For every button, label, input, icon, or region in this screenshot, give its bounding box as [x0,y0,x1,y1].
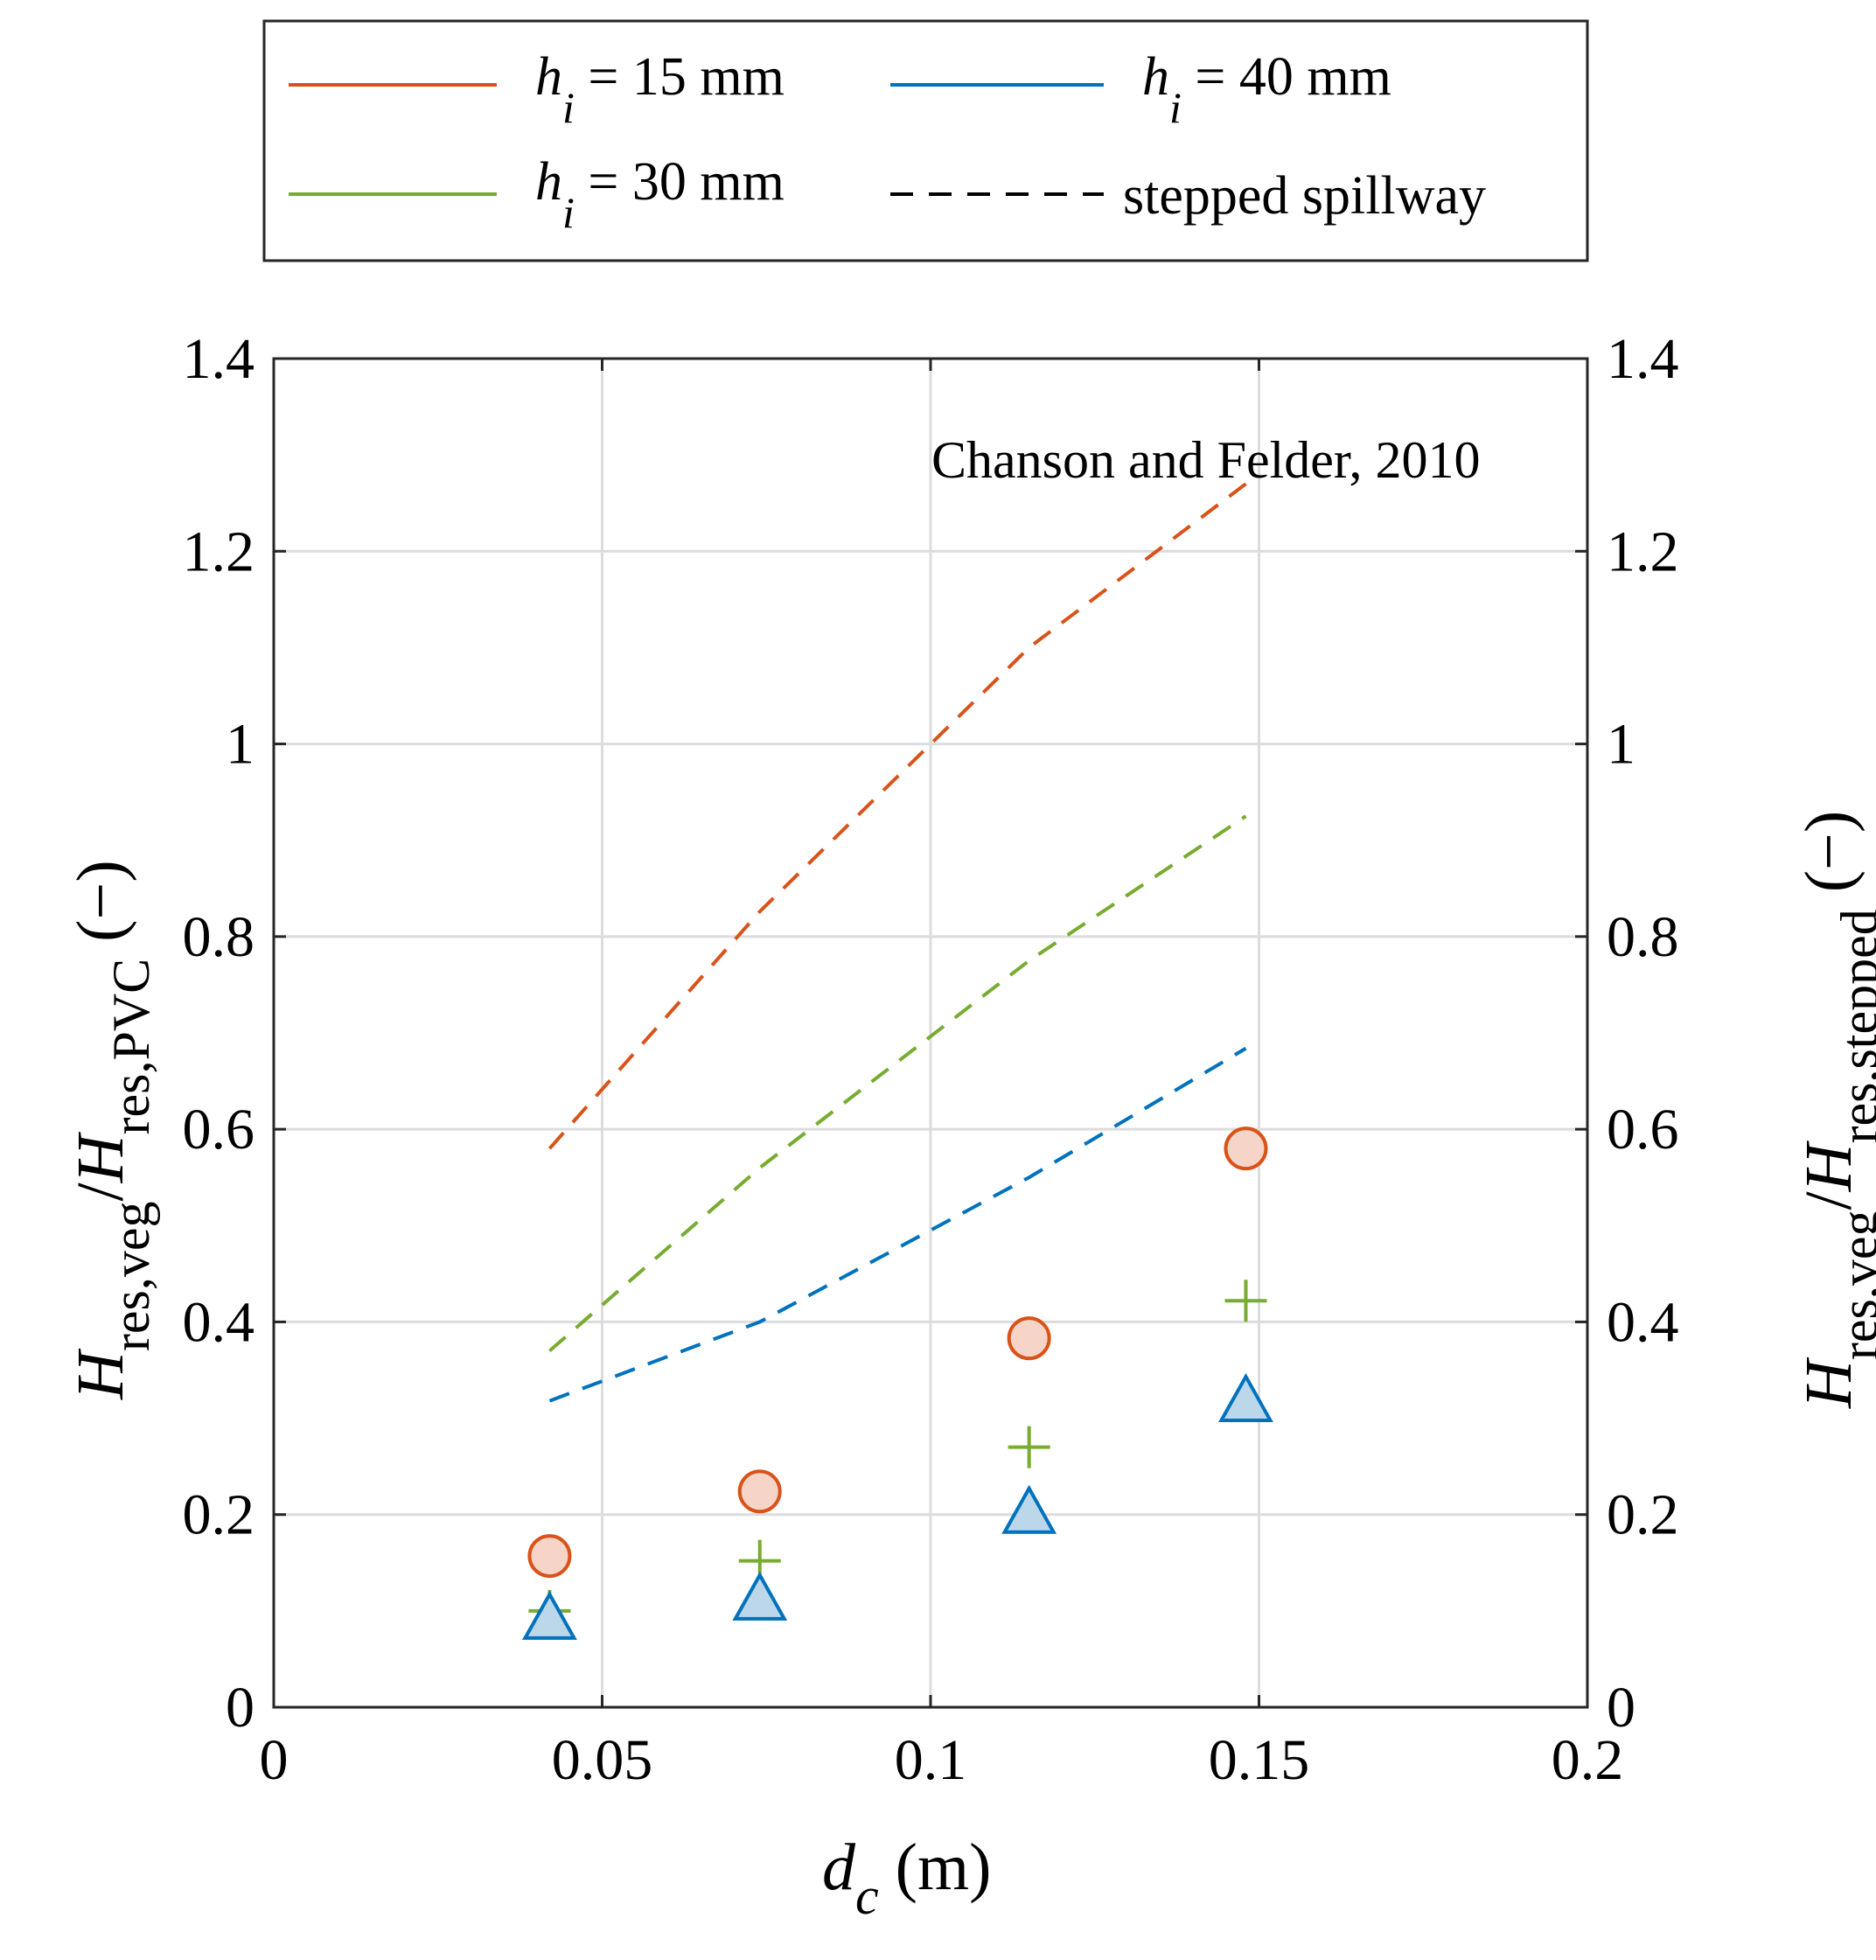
x-tick-label: 0.05 [552,1728,653,1792]
legend-box [262,19,1589,262]
hi15-marker [737,1469,782,1514]
hi15-marker [1224,1126,1268,1171]
y-tick-label-right: 1 [1607,713,1635,777]
hi30-marker [1008,1426,1050,1468]
x-tick-label: 0 [260,1728,289,1792]
y-tick-label-left: 0 [226,1676,255,1740]
hi30-marker [1224,1280,1267,1322]
legend-label-hi40: hi = 40 mm [1142,47,1391,132]
stepped-40-line [548,1046,1247,1403]
y-tick-label-left: 0.8 [183,905,255,969]
legend: hi = 15 mm hi = 40 mm hi = 30 mm stepped… [262,19,1589,262]
stepped-30-line [548,814,1247,1352]
annotation: Chanson and Felder, 2010 [931,431,1481,489]
x-axis-label: dc (m) [822,1831,991,1925]
hi40-marker [1001,1484,1057,1534]
x-tick-label: 0.1 [895,1728,967,1792]
legend-label-hi30: hi = 30 mm [535,152,785,237]
y-tick-label-left: 0.6 [183,1098,255,1161]
y-axis-label-left: Hres,veg/Hres,PVC (−) [64,860,160,1400]
y-tick-label-right: 0.2 [1607,1483,1679,1547]
legend-label-stepped: stepped spillway [1123,166,1486,226]
y-tick-label-right: 0.8 [1607,905,1679,969]
y-axis-label-right: Hres,veg/Hres,stepped (−) [1792,811,1876,1409]
y-tick-label-left: 1.2 [183,520,255,583]
y-tick-label-left: 1.4 [183,327,255,391]
y-tick-label-right: 1.2 [1607,520,1679,583]
ticks: 0 0.05 0.1 0.15 0.20 00.2 0.20.4 0.40.6 0.60.8 0.… [183,327,1679,1792]
hi15-marker [527,1534,572,1579]
stepped-spillway-lines [547,482,1247,1403]
markers [522,1126,1273,1640]
hi40-marker [1218,1372,1273,1422]
hi40-marker [732,1571,788,1621]
x-tick-label: 0.15 [1209,1728,1310,1792]
y-tick-label-right: 0.4 [1607,1290,1679,1354]
hi40-marker [522,1590,577,1640]
y-tick-label-left: 0.4 [183,1290,255,1354]
stepped-15-line [547,482,1247,1150]
y-tick-label-left: 0.2 [183,1483,255,1547]
y-tick-label-right: 0 [1607,1676,1635,1740]
y-tick-label-right: 1.4 [1607,327,1679,391]
grid [274,359,1587,1707]
y-tick-label-right: 0.6 [1607,1098,1679,1161]
y-tick-label-left: 1 [226,713,255,777]
hi15-marker [1007,1316,1051,1361]
x-tick-label: 0.2 [1552,1728,1624,1792]
legend-label-hi15: hi = 15 mm [535,47,785,132]
